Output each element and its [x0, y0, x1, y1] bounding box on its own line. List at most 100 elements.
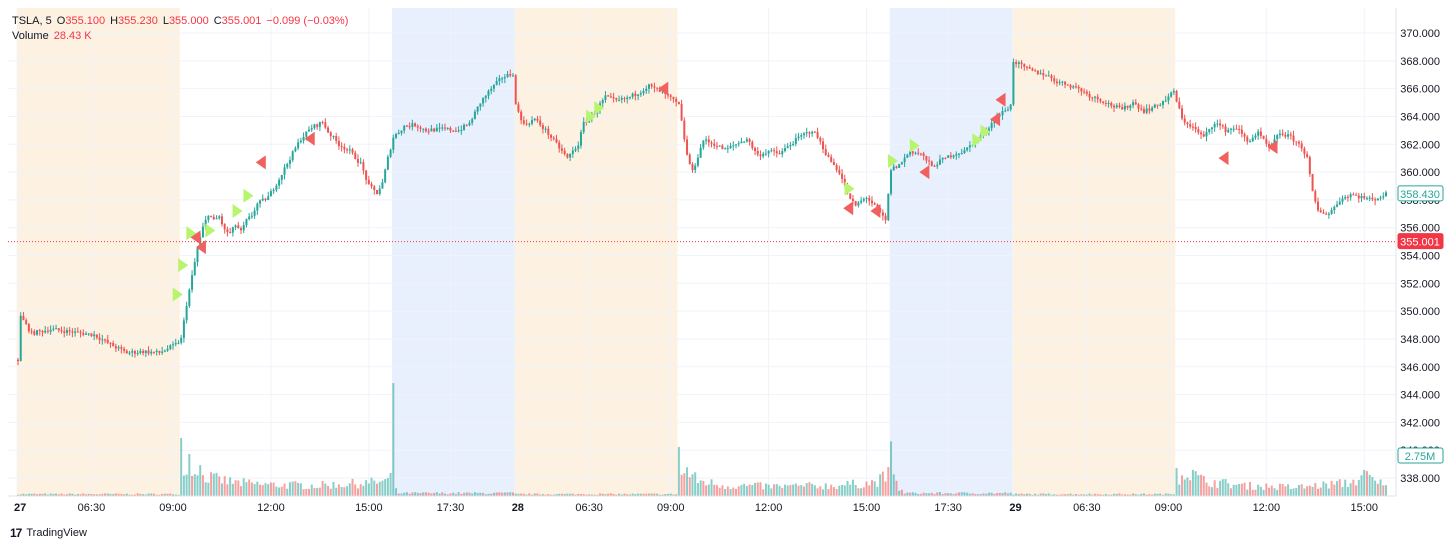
last-price-badge-text: 355.001 [1400, 237, 1440, 249]
candle-body [1322, 212, 1325, 214]
buy-signal-marker [594, 101, 605, 116]
candle-body [552, 137, 555, 139]
volume-bar [938, 492, 941, 496]
volume-bar [1374, 480, 1377, 496]
volume-value: 28.43 K [53, 30, 92, 42]
volume-bar [868, 485, 871, 496]
candle-body [1132, 102, 1135, 106]
volume-bar [308, 488, 311, 496]
candle-body [267, 196, 270, 201]
candle-body [473, 111, 476, 120]
candle-body [607, 95, 610, 97]
volume-bar [547, 494, 550, 496]
candle-body [762, 153, 765, 157]
volume-bar [1268, 487, 1271, 496]
candle-body [498, 78, 501, 82]
ohlc-row: TSLA, 5 O355.100 H355.230 L355.000 C355.… [12, 14, 348, 29]
volume-bar [1232, 484, 1235, 496]
candle-body [1161, 101, 1164, 105]
volume-bar [702, 480, 705, 496]
volume-bar [1379, 479, 1382, 496]
volume-bar [17, 494, 19, 496]
tradingview-brand[interactable]: 17 TradingView [10, 526, 87, 540]
candle-body [264, 198, 267, 201]
volume-bar [245, 482, 248, 496]
volume-bar [696, 483, 699, 496]
volume-bar [1020, 493, 1023, 496]
volume-bar [734, 488, 737, 496]
volume-bar [949, 493, 952, 496]
volume-bar [503, 492, 506, 496]
candle-body [60, 330, 63, 332]
candle-body [1183, 118, 1186, 123]
candle-body [201, 226, 204, 238]
volume-bar [862, 487, 865, 496]
volume-bar [985, 493, 988, 496]
volume-bar [294, 481, 297, 496]
volume-bar [1287, 484, 1290, 496]
volume-bar [191, 475, 194, 496]
candle-body [1181, 108, 1184, 119]
symbol-interval[interactable]: TSLA, 5 [12, 15, 52, 27]
volume-bar [1311, 486, 1314, 496]
candle-body [509, 74, 512, 76]
volume-bar [748, 484, 751, 496]
sell-signal-marker [919, 165, 930, 180]
volume-bar [1284, 486, 1287, 496]
volume-bar [1246, 489, 1249, 496]
candle-body [231, 227, 234, 233]
volume-bar [1319, 487, 1322, 496]
volume-bar [389, 472, 392, 496]
volume-bar [1151, 494, 1154, 496]
volume-bar [781, 487, 784, 496]
candle-body [1123, 105, 1126, 110]
time-tick-label: 29 [1009, 502, 1021, 514]
volume-bar [707, 484, 710, 496]
volume-bar [136, 493, 139, 496]
candle-body [1091, 97, 1094, 99]
volume-bar [1229, 488, 1232, 496]
volume-bar [895, 480, 898, 496]
volume-label[interactable]: Volume [12, 30, 49, 42]
candle-body [1028, 67, 1031, 69]
volume-bar [1080, 494, 1083, 496]
volume-bar [1308, 485, 1311, 496]
candle-body [1020, 62, 1023, 65]
volume-bar [802, 486, 805, 496]
volume-bar [283, 483, 286, 496]
candle-body [1349, 194, 1352, 198]
price-tick-label: 366.000 [1400, 84, 1440, 96]
candle-body [740, 141, 743, 144]
price-tick-label: 356.000 [1400, 223, 1440, 235]
candle-body [484, 95, 487, 99]
buy-signal-marker [972, 133, 983, 148]
candle-body [868, 197, 871, 201]
volume-bar [269, 482, 272, 496]
volume-bar [1096, 494, 1099, 496]
candle-body [626, 97, 629, 100]
candle-body [947, 155, 950, 158]
volume-bar [147, 493, 150, 496]
candle-body [745, 139, 748, 142]
candle-body [375, 189, 378, 195]
candle-body [1284, 134, 1287, 137]
candle-body [471, 119, 474, 123]
volume-bar [1102, 494, 1105, 496]
candle-body [966, 147, 969, 151]
volume-bar [960, 492, 963, 496]
volume-bar [169, 493, 172, 496]
low-value: L355.000 [162, 15, 209, 27]
volume-bar [305, 488, 308, 496]
volume-bar [471, 493, 474, 496]
candle-body [775, 151, 778, 154]
volume-bar [1336, 481, 1339, 496]
volume-bar [919, 493, 922, 496]
volume-bar [952, 494, 955, 496]
volume-bar [84, 494, 87, 496]
volume-bar [1292, 488, 1295, 496]
candle-body [343, 146, 346, 150]
volume-bar [199, 465, 202, 496]
volume-bar [762, 489, 765, 496]
volume-bar [87, 493, 90, 496]
